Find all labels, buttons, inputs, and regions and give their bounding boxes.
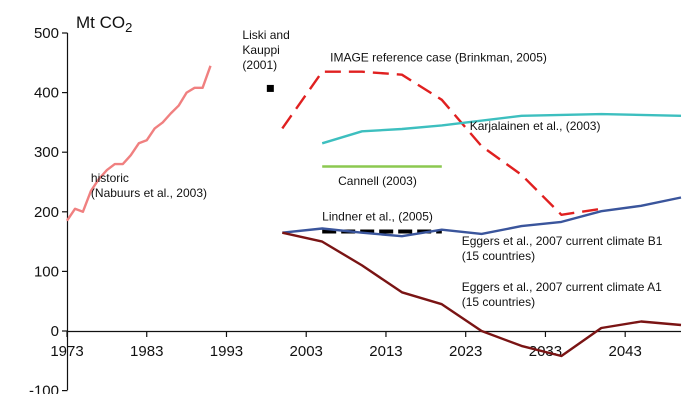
annotation-cannell: Cannell (2003) [338,174,417,188]
annotation-eggers_a1: Eggers et al., 2007 current climate A1 (1… [462,280,662,309]
x-tick-label: 1983 [130,343,163,360]
y-tick-label: 500 [34,25,59,42]
annotation-layer: historic (Nabuurs et al., 2003)Liski and K… [91,28,663,309]
series-layer [66,65,682,358]
annotation-eggers_b1: Eggers et al., 2007 current climate B1 (1… [462,234,663,263]
x-axis: 1973 1983 1993 2003 2013 2023 2033 2043 [50,330,681,360]
y-tick-label: 0 [51,323,59,340]
annotation-line: Cannell (2003) [338,174,417,188]
y-tick-label: 200 [34,204,59,221]
series-line-karjalainen [321,112,682,145]
x-tick-label: 2043 [608,343,641,360]
x-tick-label: 2003 [290,343,323,360]
series-line-historic [66,65,212,222]
annotation-line: historic [91,171,129,185]
y-tick-label: 400 [34,85,59,102]
marker-layer [266,84,274,92]
annotation-line: (15 countries) [462,295,535,309]
series-line-eggers_a1 [282,231,682,358]
unit-label: Mt CO2 [76,13,132,35]
annotation-line: Liski and [242,28,289,42]
annotation-line: (2001) [242,58,277,72]
annotation-line: (Nabuurs et al., 2003) [91,186,207,200]
annotation-line: Kauppi [242,43,279,57]
y-tick-label: -100 [29,383,59,394]
annotation-line: Eggers et al., 2007 current climate A1 [462,280,662,294]
x-tick-label: 2023 [449,343,482,360]
annotation-liski: Liski and Kauppi (2001) [242,28,289,72]
y-ticks: -100 0 100 200 300 400 500 [29,25,68,394]
x-tick-label: 1973 [50,343,83,360]
x-tick-label: 1993 [210,343,243,360]
series-line-eggers_b1 [282,196,682,238]
annotation-line: Lindner et al., (2005) [322,210,433,224]
y-tick-label: 300 [34,144,59,161]
series-line-image [281,70,602,217]
y-tick-label: 100 [34,263,59,280]
x-tick-label: 2013 [369,343,402,360]
x-ticks: 1973 1983 1993 2003 2013 2023 2033 2043 [50,331,642,360]
y-axis: -100 0 100 200 300 400 500 [29,25,69,394]
annotation-historic: historic (Nabuurs et al., 2003) [91,171,207,200]
annotation-lindner: Lindner et al., (2005) [322,210,433,224]
annotation-line: IMAGE reference case (Brinkman, 2005) [330,51,547,65]
annotation-karjalainen: Karjalainen et al., (2003) [470,119,601,133]
annotation-line: (15 countries) [462,249,535,263]
annotation-line: Karjalainen et al., (2003) [470,119,601,133]
annotation-line: Eggers et al., 2007 current climate B1 [462,234,663,248]
annotation-image: IMAGE reference case (Brinkman, 2005) [330,51,547,65]
point-marker-liski [266,84,274,92]
